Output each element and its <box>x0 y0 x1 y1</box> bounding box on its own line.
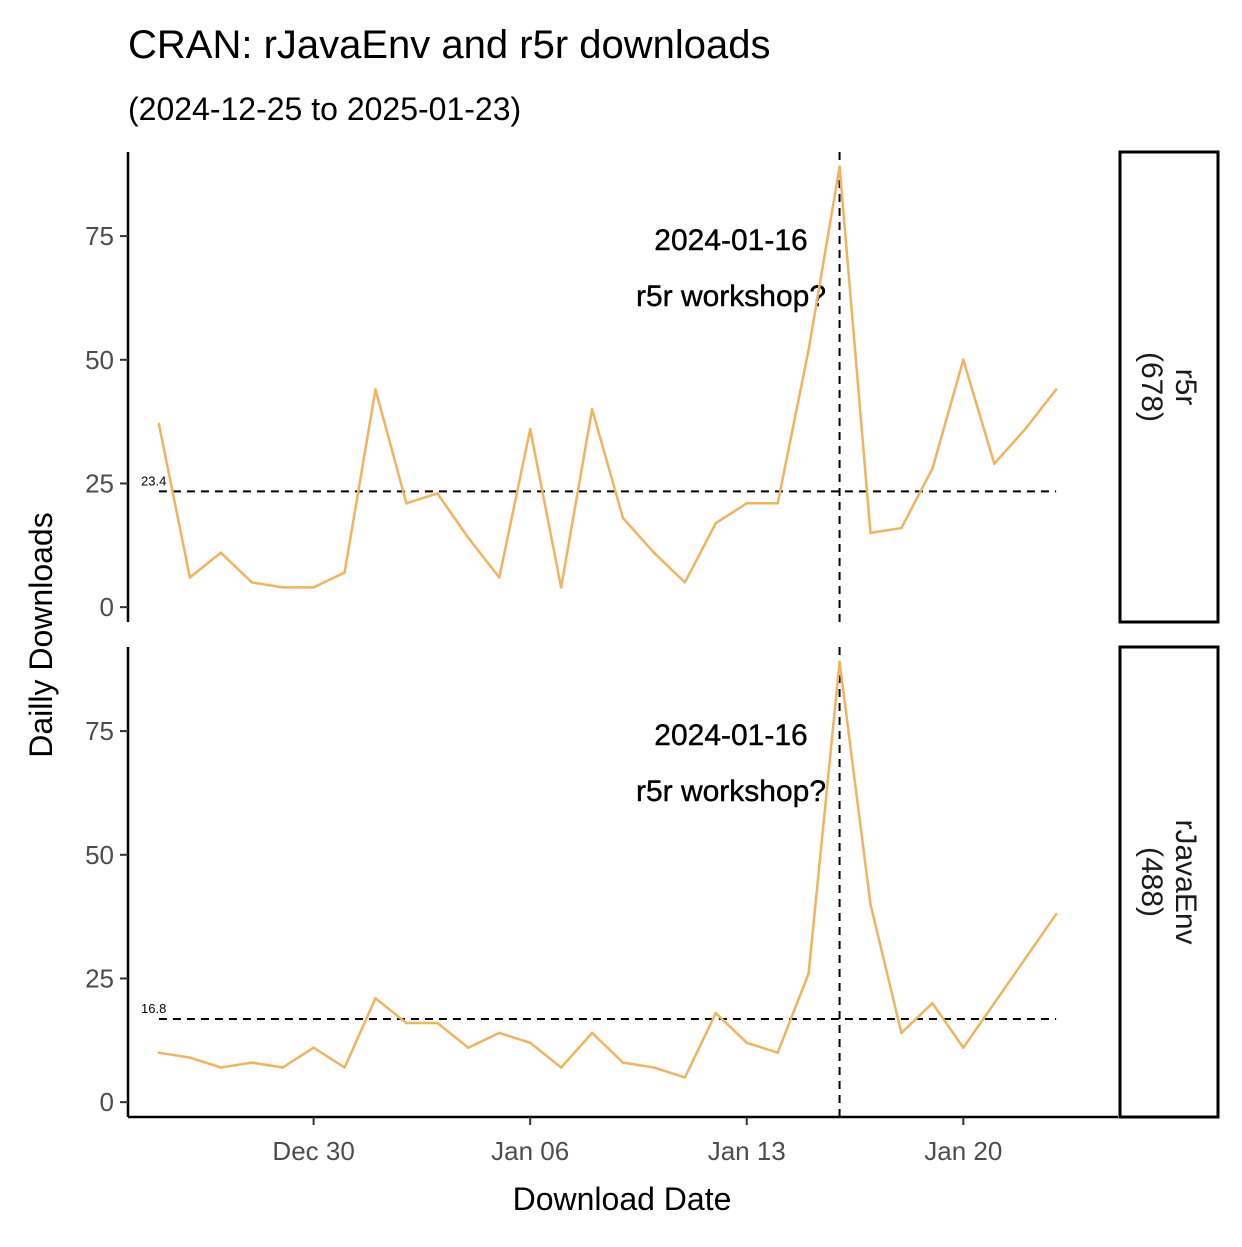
data-point <box>590 407 594 411</box>
data-point <box>931 1001 934 1005</box>
data-point <box>467 1046 470 1050</box>
data-point <box>157 1051 161 1054</box>
data-point <box>714 521 718 525</box>
data-point <box>962 1046 965 1050</box>
data-point <box>900 1031 903 1035</box>
chart-subtitle: (2024-12-25 to 2025-01-23) <box>128 91 521 127</box>
data-point <box>497 576 501 579</box>
data-point <box>621 1061 625 1064</box>
data-point <box>652 551 656 555</box>
y-tick-label: 75 <box>85 221 114 251</box>
data-point <box>590 1031 594 1035</box>
data-point <box>374 996 377 1000</box>
series-line <box>157 165 1058 589</box>
x-tick-label: Jan 13 <box>708 1136 786 1166</box>
data-point <box>188 1056 192 1059</box>
data-point <box>467 536 470 540</box>
data-point <box>1023 427 1027 431</box>
data-point <box>714 1011 718 1015</box>
annotation-line: r5r workshop? <box>636 775 826 808</box>
data-point <box>683 581 687 584</box>
x-tick-label: Jan 20 <box>924 1136 1002 1166</box>
data-point <box>497 1031 501 1035</box>
y-axis-label: Dailly Downloads <box>23 512 59 757</box>
data-point <box>343 1066 346 1069</box>
data-point <box>436 1021 439 1025</box>
data-point <box>436 492 439 495</box>
data-point <box>900 526 903 530</box>
mean-label: 16.8 <box>141 1001 166 1016</box>
data-point <box>374 388 377 391</box>
facet-strip-line: r5r <box>1169 369 1202 406</box>
chart-title: CRAN: rJavaEnv and r5r downloads <box>128 23 771 67</box>
x-axis-label: Download Date <box>513 1181 732 1217</box>
panel-1: 0 25 50 75 16.8 2024-01-16 r5r workshop? rJavaE… <box>85 645 1220 1119</box>
data-point <box>312 1046 315 1050</box>
y-tick-label: 0 <box>100 592 114 622</box>
data-point <box>528 1041 532 1045</box>
data-point <box>776 501 779 505</box>
facet-strip-line: rJavaEnv <box>1169 819 1202 944</box>
y-tick-label: 50 <box>85 840 114 870</box>
y-tick-label: 25 <box>85 963 114 993</box>
data-point <box>157 422 161 426</box>
data-point <box>219 1066 223 1069</box>
data-point <box>992 462 996 465</box>
data-point <box>776 1051 779 1054</box>
y-tick-label: 25 <box>85 468 114 498</box>
panels: 0 25 50 75 23.4 2024-01-16 r5r workshop? r5r(67… <box>85 150 1220 1166</box>
data-point <box>869 531 872 535</box>
data-point <box>250 581 254 584</box>
y-tick-label: 0 <box>100 1087 114 1117</box>
facet-strip <box>1118 150 1220 624</box>
data-point <box>745 1041 749 1045</box>
data-point <box>343 571 346 574</box>
data-point <box>528 427 532 431</box>
data-point <box>559 586 563 589</box>
data-point <box>250 1061 254 1064</box>
panel-0: 0 25 50 75 23.4 2024-01-16 r5r workshop? r5r(67… <box>85 150 1220 624</box>
data-point <box>281 586 284 589</box>
data-point <box>683 1076 687 1079</box>
annotation-line: 2024-01-16 <box>654 224 807 257</box>
data-point <box>807 348 810 352</box>
annotation-line: 2024-01-16 <box>654 719 807 752</box>
data-point <box>405 1021 408 1025</box>
data-point <box>838 165 841 169</box>
data-point <box>405 501 408 505</box>
data-point <box>1054 388 1058 391</box>
data-point <box>312 586 315 589</box>
data-point <box>1023 957 1027 960</box>
y-tick-label: 75 <box>85 716 114 746</box>
data-point <box>838 660 841 664</box>
facet-strip-line: (678) <box>1135 352 1168 422</box>
data-point <box>188 576 192 579</box>
annotation-line: r5r workshop? <box>636 280 826 313</box>
data-point <box>559 1066 563 1069</box>
data-point <box>869 902 872 906</box>
data-point <box>807 972 810 975</box>
data-point <box>962 358 965 362</box>
data-point <box>621 516 625 520</box>
data-point <box>992 1001 996 1005</box>
mean-label: 23.4 <box>141 473 166 488</box>
facet-strip-label: rJavaEnv(488) <box>1135 819 1202 944</box>
facet-strip-label: r5r(678) <box>1135 352 1202 422</box>
data-point <box>1054 912 1058 916</box>
data-point <box>281 1066 284 1069</box>
facet-strip-line: (488) <box>1135 847 1168 917</box>
facet-strip <box>1118 645 1220 1119</box>
data-point <box>745 501 749 505</box>
series-line <box>158 660 1058 1079</box>
data-point <box>652 1066 656 1069</box>
x-tick-label: Jan 06 <box>491 1136 569 1166</box>
x-tick-label: Dec 30 <box>272 1136 354 1166</box>
data-point <box>931 467 934 470</box>
y-tick-label: 50 <box>85 345 114 375</box>
data-point <box>219 551 223 555</box>
